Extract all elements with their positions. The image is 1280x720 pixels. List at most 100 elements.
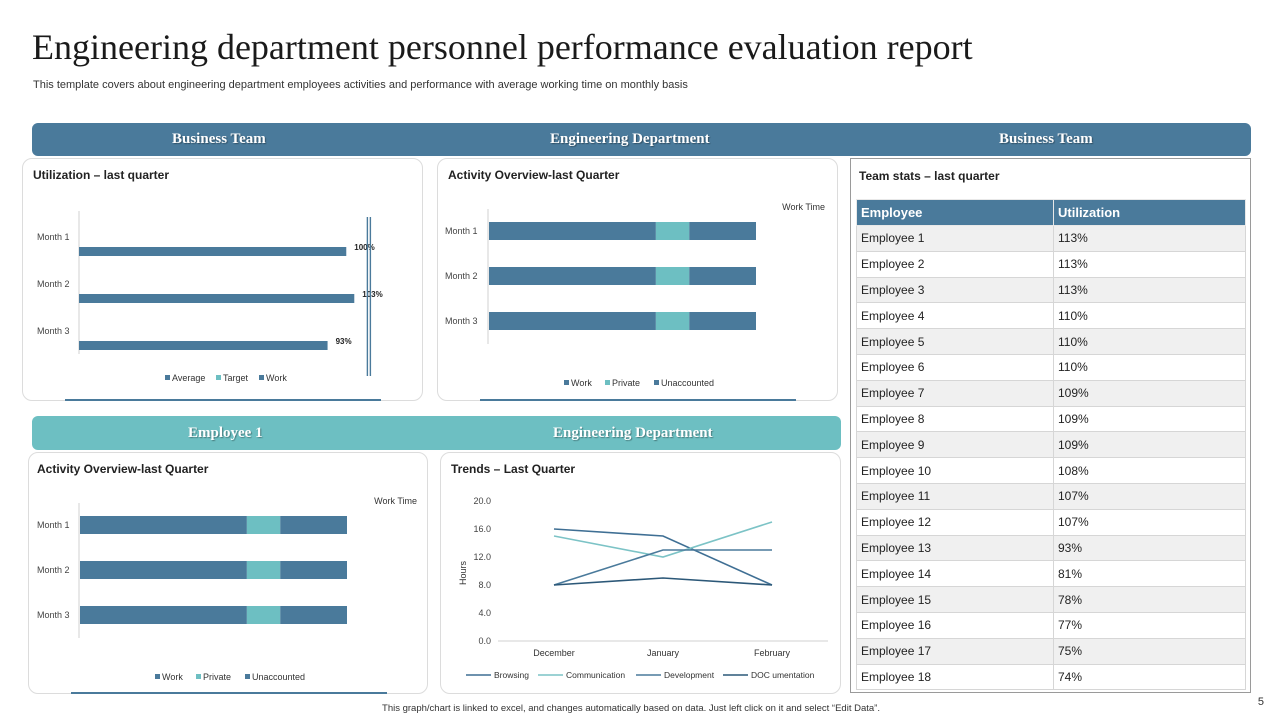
y-tick-label: 4.0 [478,608,491,618]
utilization-cell: 74% [1053,663,1246,691]
employee-column-header: Employee [856,199,1054,226]
data-label: 100% [354,243,374,252]
unaccounted-bar-segment [280,561,347,579]
utilization-chart: Month 1 100% Month 2 103% Month 3 93% Average T… [37,211,383,383]
utilization-cell: 110% [1053,328,1246,355]
utilization-cell: 110% [1053,302,1246,330]
utilization-cell: 107% [1053,482,1246,510]
data-label: 93% [336,337,352,346]
table-row: Employee 17 75% [856,637,1246,665]
mid-section-band: Employee 1 Engineering Department [32,416,841,450]
footer-note: This graph/chart is linked to excel, and… [382,703,880,714]
series-line-doc-umentation [553,577,773,586]
category-label: Month 3 [37,326,70,336]
employee-name-cell: Employee 9 [856,431,1054,459]
x-tick-label: December [533,648,575,658]
table-row: Employee 16 77% [856,611,1246,639]
legend-label-communication: Communication [566,670,625,680]
table-row: Employee 5 110% [856,328,1246,355]
utilization-cell: 107% [1053,508,1246,536]
employee-name-cell: Employee 4 [856,302,1054,330]
table-row: Employee 3 113% [856,276,1246,304]
band-label-business-team-right: Business Team [999,131,1093,147]
legend-swatch-work [155,674,160,679]
utilization-column-header: Utilization [1053,199,1246,226]
employee-name-cell: Employee 3 [856,276,1054,304]
legend-label-doc-umentation: DOC umentation [751,670,815,680]
card-bottom-line [65,399,381,401]
category-label: Month 2 [445,271,478,281]
table-row: Employee 6 110% [856,353,1246,381]
work-time-label: Work Time [374,496,417,506]
work-bar-segment [80,516,247,534]
employee-name-cell: Employee 17 [856,637,1054,665]
card-bottom-line [480,399,796,401]
utilization-cell: 109% [1053,405,1246,433]
team-stats-card: Team stats – last quarter Employee Utili… [850,158,1251,693]
activity-overview-chart: Work Time Month 1 Month 2 Month 3 Work Privat… [445,202,825,388]
trends-chart-card[interactable]: Trends – Last Quarter 0.0 4.0 8.0 12.0 16.0 2… [440,452,841,694]
legend-label-browsing: Browsing [494,670,529,680]
legend-swatch-work [259,375,264,380]
legend-swatch-work [564,380,569,385]
utilization-cell: 75% [1053,637,1246,665]
employee-name-cell: Employee 14 [856,560,1054,588]
private-bar-segment [655,267,690,285]
legend-label-work: Work [266,373,287,383]
employee-name-cell: Employee 13 [856,534,1054,562]
series-line-communication [553,521,773,558]
y-tick-label: 0.0 [478,636,491,646]
table-row: Employee 18 74% [856,663,1246,691]
work-bar [79,341,328,350]
table-row: Employee 13 93% [856,534,1246,562]
category-label: Month 1 [37,520,70,530]
y-axis-title: Hours [458,561,468,586]
unaccounted-bar-segment [280,516,347,534]
data-label: 103% [362,290,382,299]
table-row: Employee 8 109% [856,405,1246,433]
unaccounted-bar-segment [280,606,347,624]
series-line-development [553,549,772,586]
employee-name-cell: Employee 2 [856,250,1054,278]
table-header-row: Employee Utilization [856,199,1246,226]
table-row: Employee 1 113% [856,225,1246,252]
unaccounted-bar-segment [689,312,756,330]
work-time-label: Work Time [782,202,825,212]
table-row: Employee 11 107% [856,482,1246,510]
legend-label-work: Work [571,378,592,388]
y-tick-label: 16.0 [473,524,491,534]
legend-swatch-private [196,674,201,679]
private-bar-segment [655,312,690,330]
utilization-cell: 77% [1053,611,1246,639]
utilization-cell: 113% [1053,225,1246,252]
category-label: Month 1 [37,232,70,242]
table-row: Employee 7 109% [856,379,1246,407]
activity-overview-chart-card[interactable]: Activity Overview-last Quarter Work Time… [437,158,838,401]
utilization-chart-card[interactable]: Utilization – last quarter Month 1 100% Mo… [22,158,423,401]
utilization-cell: 113% [1053,276,1246,304]
unaccounted-bar-segment [689,267,756,285]
legend-label-target: Target [223,373,249,383]
employee-name-cell: Employee 10 [856,457,1054,484]
legend-label-private: Private [612,378,640,388]
legend-swatch-unaccounted [654,380,659,385]
utilization-chart-title: Utilization – last quarter [33,168,170,182]
employee-name-cell: Employee 15 [856,586,1054,613]
employee-activity-overview-chart-card[interactable]: Activity Overview-last Quarter Work Time… [28,452,428,694]
card-bottom-line [71,692,387,694]
y-tick-label: 20.0 [473,496,491,506]
category-label: Month 3 [37,610,70,620]
private-bar-segment [246,606,281,624]
series-line-browsing [553,528,773,586]
legend-label-average: Average [172,373,205,383]
legend-label-unaccounted: Unaccounted [252,672,305,682]
y-tick-label: 8.0 [478,580,491,590]
utilization-cell: 78% [1053,586,1246,613]
employee-name-cell: Employee 1 [856,225,1054,252]
table-row: Employee 10 108% [856,457,1246,484]
legend-swatch-target [216,375,221,380]
table-row: Employee 15 78% [856,586,1246,613]
private-bar-segment [246,561,281,579]
employee-name-cell: Employee 18 [856,663,1054,691]
utilization-cell: 109% [1053,431,1246,459]
